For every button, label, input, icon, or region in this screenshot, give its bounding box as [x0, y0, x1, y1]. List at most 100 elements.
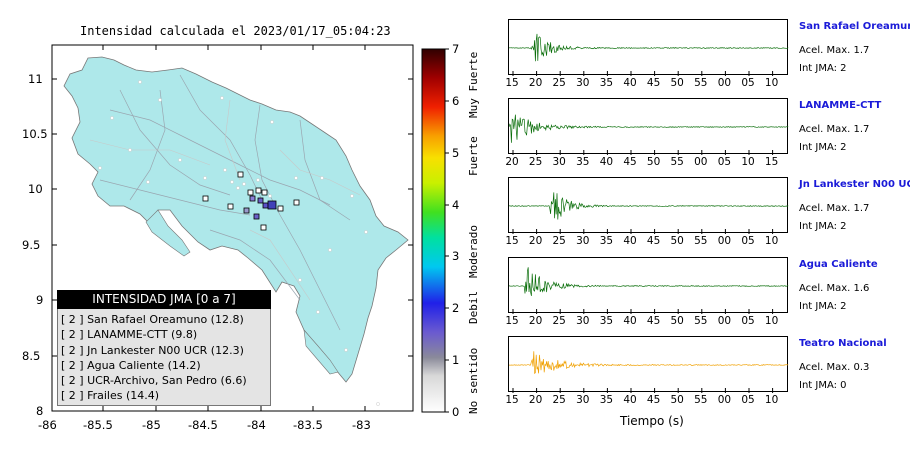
legend-item: [ 2 ] Frailes (14.4): [61, 389, 160, 403]
x-tick: -85: [142, 418, 161, 432]
seismogram-trace: [508, 98, 789, 155]
x-tick: -83: [352, 418, 371, 432]
time-tick: 10: [764, 315, 779, 327]
scale-label: Moderado: [467, 225, 480, 278]
scale-labels: Muy Fuerte Fuerte Moderado Debil No sent…: [467, 52, 480, 414]
y-tick: 10.5: [22, 127, 48, 141]
costa-rica-land: [63, 56, 409, 383]
scale-tick: 0: [452, 405, 460, 419]
time-tick: 50: [670, 77, 684, 89]
trace-time-ticks: 15 20 25 30 35 40 45 50 55 00 05 10: [505, 235, 798, 249]
time-tick: 50: [670, 235, 684, 247]
time-tick: 20: [505, 156, 519, 168]
time-tick: 40: [599, 156, 614, 168]
y-tick: 9.5: [22, 238, 41, 252]
y-tick: 11: [28, 72, 43, 86]
scale-tick: 3: [452, 249, 460, 263]
time-tick: 45: [646, 394, 661, 406]
legend-item: [ 2 ] UCR-Archivo, San Pedro (6.6): [61, 374, 247, 388]
time-tick: 15: [505, 394, 519, 406]
waveform-line: [509, 192, 789, 220]
time-tick: 25: [552, 315, 566, 327]
waveform-line: [509, 351, 789, 375]
intensity-legend: [57, 290, 271, 406]
station-max-accel: Acel. Max. 0.3: [799, 362, 870, 373]
time-axis-label: Tiempo (s): [620, 414, 684, 428]
y-tick: 8: [36, 404, 44, 418]
legend-title: INTENSIDAD JMA [0 a 7]: [57, 290, 271, 309]
time-tick: 15: [505, 235, 519, 247]
time-tick: 45: [646, 235, 661, 247]
time-tick: 40: [623, 394, 637, 406]
time-tick: 35: [599, 315, 614, 327]
time-tick: 15: [505, 77, 519, 89]
time-tick: 05: [717, 156, 732, 168]
time-tick: 05: [741, 315, 755, 327]
station-name: Agua Caliente: [799, 259, 878, 270]
scale-tick: 4: [452, 198, 460, 212]
time-tick: 20: [528, 315, 543, 327]
time-tick: 55: [694, 394, 708, 406]
trace-time-ticks: 15 20 25 30 35 40 45 50 55 00 05 10: [505, 77, 798, 91]
y-tick: 10: [28, 182, 43, 196]
x-tick: -84.5: [188, 418, 218, 432]
time-tick: 55: [694, 315, 708, 327]
time-tick: 45: [646, 77, 661, 89]
legend-item: [ 2 ] Jn Lankester N00 UCR (12.3): [61, 343, 244, 357]
x-tick: -83.5: [293, 418, 323, 432]
station-max-accel: Acel. Max. 1.7: [799, 45, 870, 56]
time-tick: 20: [528, 235, 543, 247]
time-tick: 40: [623, 235, 637, 247]
time-tick: 25: [552, 77, 566, 89]
time-tick: 50: [670, 394, 684, 406]
scale-label: Fuerte: [467, 136, 480, 176]
seismogram-trace: [508, 19, 789, 76]
time-tick: 00: [717, 77, 732, 89]
seismogram-trace: [508, 177, 789, 234]
time-tick: 35: [599, 235, 614, 247]
time-tick: 50: [670, 315, 684, 327]
time-tick: 35: [576, 156, 590, 168]
seismogram-trace: [508, 336, 789, 393]
scale-tick: 2: [452, 301, 460, 315]
station-intensity: Int JMA: 2: [799, 142, 847, 153]
time-tick: 35: [599, 77, 614, 89]
intensity-color-scale: [421, 48, 449, 413]
time-tick: 20: [528, 394, 543, 406]
time-tick: 30: [576, 315, 590, 327]
waveform-line: [509, 267, 789, 296]
time-tick: 20: [528, 77, 543, 89]
y-tick: 8.5: [22, 349, 41, 363]
time-tick: 00: [717, 394, 732, 406]
station-max-accel: Acel. Max. 1.6: [799, 283, 870, 294]
time-tick: 30: [576, 394, 590, 406]
time-tick: 00: [717, 315, 732, 327]
seismogram-trace: [508, 257, 789, 314]
time-tick: 25: [552, 394, 566, 406]
scale-tick: 7: [452, 42, 460, 56]
station-intensity: Int JMA: 2: [799, 63, 847, 74]
waveform-line: [509, 114, 789, 143]
time-tick: 05: [741, 77, 755, 89]
time-tick: 05: [741, 235, 755, 247]
time-tick: 00: [717, 235, 732, 247]
time-tick: 05: [741, 394, 755, 406]
trace-time-ticks: 15 20 25 30 35 40 45 50 55 00 05 10: [505, 394, 798, 408]
time-tick: 00: [694, 156, 708, 168]
time-tick: 55: [694, 77, 708, 89]
time-tick: 15: [505, 315, 519, 327]
station-name: San Rafael Oreamuno: [799, 21, 910, 32]
time-tick: 15: [764, 156, 779, 168]
time-tick: 10: [764, 394, 779, 406]
scale-label: Debil: [467, 291, 480, 324]
x-tick: -86: [38, 418, 57, 432]
time-tick: 25: [528, 156, 543, 168]
time-tick: 55: [670, 156, 684, 168]
time-tick: 30: [576, 235, 590, 247]
map-title: Intensidad calculada el 2023/01/17_05:04…: [80, 24, 391, 38]
time-tick: 40: [623, 315, 637, 327]
time-tick: 25: [552, 235, 566, 247]
scale-tick: 1: [452, 353, 460, 367]
legend-list: [ 2 ] San Rafael Oreamuno (12.8) [ 2 ] L…: [61, 312, 247, 404]
time-tick: 35: [599, 394, 614, 406]
